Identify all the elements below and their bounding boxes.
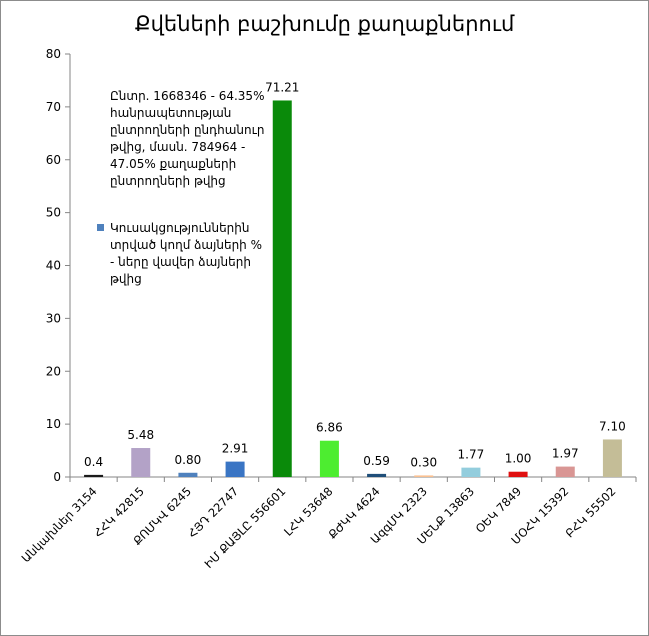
- data-label: 5.48: [127, 428, 154, 442]
- bar: [178, 472, 198, 477]
- bar: [367, 473, 387, 477]
- bar: [508, 471, 528, 477]
- legend-swatch: [97, 224, 104, 231]
- data-label: 2.91: [222, 442, 249, 456]
- x-tick-label: Անկախներ 3154: [19, 484, 100, 565]
- bar: [414, 475, 434, 477]
- y-tick-label: 40: [46, 259, 61, 273]
- data-label: 71.21: [265, 80, 299, 94]
- y-tick-label: 20: [46, 364, 61, 378]
- y-tick-label: 10: [46, 417, 61, 431]
- chart-title: Քվեների բաշխումը քաղաքներում: [134, 12, 515, 36]
- y-tick-label: 50: [46, 206, 61, 220]
- x-tick-label: ԻՄ ՔԱՅԼԸ 556601: [202, 484, 289, 571]
- y-tick-label: 30: [46, 311, 61, 325]
- bar: [225, 461, 245, 477]
- data-label: 0.59: [363, 454, 390, 468]
- x-tick-label: ԲՀԿ 55502: [562, 484, 618, 540]
- y-tick-label: 70: [46, 100, 61, 114]
- data-label: 0.4: [84, 455, 103, 469]
- y-tick-label: 80: [46, 47, 61, 61]
- data-label: 7.10: [599, 419, 626, 433]
- legend-label: Կուսակցություններին տրված կողմ ձայների %…: [110, 221, 262, 286]
- bar: [319, 440, 339, 477]
- chart-annotation: Ընտր. 1668346 - 64.35% հանրապետության ըն…: [110, 89, 265, 188]
- bar: [84, 474, 104, 477]
- data-label: 1.77: [458, 448, 485, 462]
- data-label: 0.30: [410, 455, 437, 469]
- y-tick-label: 0: [53, 470, 61, 484]
- y-tick-label: 60: [46, 153, 61, 167]
- bar: [461, 467, 481, 477]
- bar: [555, 466, 575, 477]
- data-label: 1.00: [505, 452, 532, 466]
- bar: [131, 448, 151, 477]
- data-label: 1.97: [552, 447, 579, 461]
- data-label: 0.80: [175, 453, 202, 467]
- bar: [272, 100, 292, 478]
- bar: [602, 439, 622, 477]
- data-label: 6.86: [316, 421, 343, 435]
